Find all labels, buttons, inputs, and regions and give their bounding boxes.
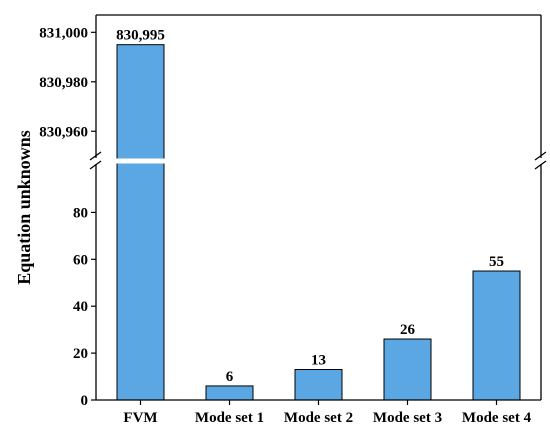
- y-upper-tick-label-2: 831,000: [39, 25, 88, 41]
- y-lower-tick-label-0: 0: [81, 393, 89, 409]
- data-label-4: 55: [489, 254, 504, 270]
- x-tick-label-2: Mode set 2: [284, 410, 353, 426]
- labels-group: 830,995 FVM 6 Mode set 1 13 Mode set 2 26 Mode …: [39, 25, 531, 426]
- x-tick-label-3: Mode set 3: [373, 410, 442, 426]
- bar-4: [472, 270, 521, 401]
- data-label-2: 13: [311, 353, 326, 369]
- y-lower-tick-label-2: 40: [73, 299, 88, 315]
- bars-group: [98, 44, 539, 401]
- bar-1: [205, 385, 254, 401]
- axes-group: [89, 14, 547, 405]
- y-upper-tick-label-1: 830,980: [39, 75, 88, 91]
- right-break-mark-top: [534, 151, 547, 161]
- left-break-mark-bottom: [89, 160, 102, 170]
- x-tick-label-0: FVM: [123, 410, 157, 426]
- y-lower-tick-label-4: 80: [73, 205, 88, 221]
- y-lower-tick-label-1: 20: [73, 346, 88, 362]
- data-label-3: 26: [400, 322, 416, 338]
- data-label-0: 830,995: [116, 28, 165, 44]
- x-tick-label-1: Mode set 1: [195, 410, 264, 426]
- bar-3: [383, 338, 432, 401]
- y-axis-title: Equation unknowns: [14, 130, 34, 285]
- data-label-1: 6: [226, 369, 234, 385]
- y-lower-tick-label-3: 60: [73, 252, 88, 268]
- axis-break-gap: [98, 158, 539, 164]
- left-break-mark-top: [89, 151, 102, 161]
- y-upper-tick-label-0: 830,960: [39, 124, 88, 140]
- x-tick-label-4: Mode set 4: [462, 410, 532, 426]
- right-break-mark-bottom: [534, 160, 547, 170]
- bar-2: [294, 369, 343, 401]
- bar-0: [116, 44, 165, 401]
